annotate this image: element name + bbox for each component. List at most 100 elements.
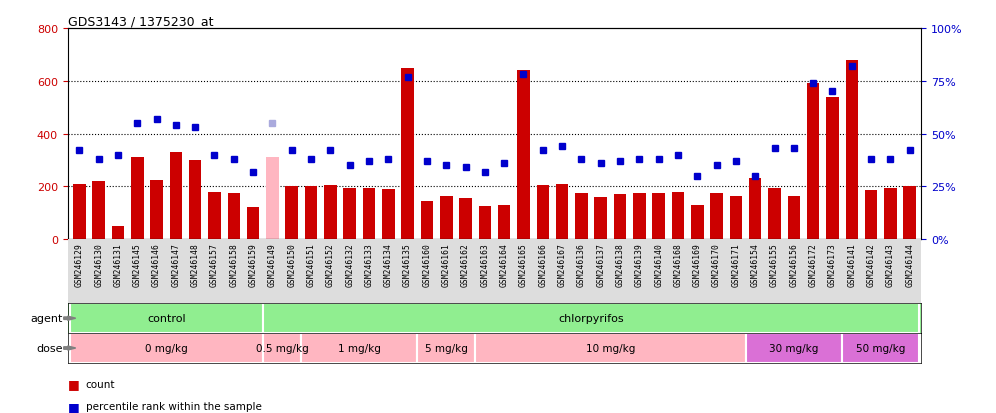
Text: GSM246166: GSM246166 <box>538 243 547 287</box>
Text: GSM246129: GSM246129 <box>75 243 84 287</box>
Bar <box>247 208 259 240</box>
Text: GSM246160: GSM246160 <box>422 243 431 287</box>
Text: GSM246152: GSM246152 <box>326 243 335 287</box>
Bar <box>749 179 762 240</box>
Text: GDS3143 / 1375230_at: GDS3143 / 1375230_at <box>68 15 213 28</box>
Bar <box>475 333 746 363</box>
Bar <box>710 193 723 240</box>
Bar <box>633 193 645 240</box>
Bar <box>730 196 742 240</box>
Text: 5 mg/kg: 5 mg/kg <box>425 343 468 353</box>
Bar <box>903 187 916 240</box>
Bar <box>227 193 240 240</box>
Text: GSM246139: GSM246139 <box>634 243 643 287</box>
Text: GSM246161: GSM246161 <box>442 243 451 287</box>
Text: percentile rank within the sample: percentile rank within the sample <box>86 401 262 411</box>
Text: GSM246145: GSM246145 <box>132 243 141 287</box>
Text: GSM246146: GSM246146 <box>152 243 161 287</box>
Bar <box>130 158 143 240</box>
Bar <box>73 184 86 240</box>
Text: 0.5 mg/kg: 0.5 mg/kg <box>256 343 309 353</box>
Bar <box>440 196 452 240</box>
Bar <box>846 61 859 240</box>
Text: GSM246173: GSM246173 <box>828 243 837 287</box>
Bar <box>652 193 665 240</box>
Text: GSM246163: GSM246163 <box>480 243 489 287</box>
Text: control: control <box>146 313 185 323</box>
Text: GSM246148: GSM246148 <box>190 243 199 287</box>
Bar <box>827 97 839 240</box>
Text: ■: ■ <box>68 400 80 413</box>
Text: GSM246140: GSM246140 <box>654 243 663 287</box>
Text: GSM246132: GSM246132 <box>346 243 355 287</box>
Bar <box>746 333 843 363</box>
Text: 0 mg/kg: 0 mg/kg <box>144 343 187 353</box>
Text: GSM246171: GSM246171 <box>731 243 740 287</box>
Bar <box>401 69 414 240</box>
Text: GSM246164: GSM246164 <box>500 243 509 287</box>
Bar <box>70 333 263 363</box>
Text: GSM246134: GSM246134 <box>383 243 392 287</box>
Bar <box>266 158 279 240</box>
Bar <box>671 192 684 240</box>
Text: GSM246149: GSM246149 <box>268 243 277 287</box>
Text: chlorpyrifos: chlorpyrifos <box>559 313 623 323</box>
Bar <box>169 153 182 240</box>
Bar <box>70 304 263 333</box>
Text: GSM246131: GSM246131 <box>114 243 123 287</box>
Text: GSM246150: GSM246150 <box>287 243 296 287</box>
Text: GSM246142: GSM246142 <box>867 243 875 287</box>
Bar <box>150 180 162 240</box>
Bar <box>263 304 919 333</box>
Text: dose: dose <box>36 343 63 353</box>
Text: 1 mg/kg: 1 mg/kg <box>338 343 380 353</box>
Text: GSM246151: GSM246151 <box>307 243 316 287</box>
Bar <box>768 188 781 240</box>
Text: GSM246137: GSM246137 <box>597 243 606 287</box>
Text: GSM246165: GSM246165 <box>519 243 528 287</box>
Text: GSM246141: GSM246141 <box>848 243 857 287</box>
Bar <box>884 188 896 240</box>
Bar <box>420 202 433 240</box>
Text: count: count <box>86 379 116 389</box>
Text: 10 mg/kg: 10 mg/kg <box>586 343 635 353</box>
Text: 30 mg/kg: 30 mg/kg <box>769 343 819 353</box>
Bar <box>843 333 919 363</box>
Text: GSM246172: GSM246172 <box>809 243 818 287</box>
Bar <box>556 184 569 240</box>
Bar <box>498 205 510 240</box>
Bar <box>537 185 549 240</box>
Text: GSM246135: GSM246135 <box>403 243 412 287</box>
Bar <box>324 185 337 240</box>
Bar <box>112 226 124 240</box>
Bar <box>189 161 201 240</box>
Text: GSM246162: GSM246162 <box>461 243 470 287</box>
Bar <box>382 190 394 240</box>
Bar <box>344 188 356 240</box>
Bar <box>788 196 800 240</box>
Text: GSM246130: GSM246130 <box>95 243 104 287</box>
Text: GSM246158: GSM246158 <box>229 243 238 287</box>
Text: GSM246159: GSM246159 <box>249 243 258 287</box>
Bar <box>263 333 302 363</box>
Text: 50 mg/kg: 50 mg/kg <box>856 343 905 353</box>
Text: GSM246143: GSM246143 <box>885 243 894 287</box>
Bar <box>575 193 588 240</box>
Bar <box>614 195 626 240</box>
Bar <box>286 187 298 240</box>
Text: GSM246167: GSM246167 <box>558 243 567 287</box>
Bar <box>691 205 703 240</box>
Text: GSM246144: GSM246144 <box>905 243 914 287</box>
Text: agent: agent <box>30 313 63 323</box>
Bar <box>517 71 530 240</box>
Bar <box>807 84 820 240</box>
Text: GSM246147: GSM246147 <box>171 243 180 287</box>
Bar <box>305 187 318 240</box>
Bar <box>865 191 877 240</box>
Bar <box>208 192 221 240</box>
Text: GSM246169: GSM246169 <box>693 243 702 287</box>
Text: GSM246170: GSM246170 <box>712 243 721 287</box>
Text: GSM246155: GSM246155 <box>770 243 779 287</box>
Bar <box>302 333 417 363</box>
Bar <box>93 182 105 240</box>
